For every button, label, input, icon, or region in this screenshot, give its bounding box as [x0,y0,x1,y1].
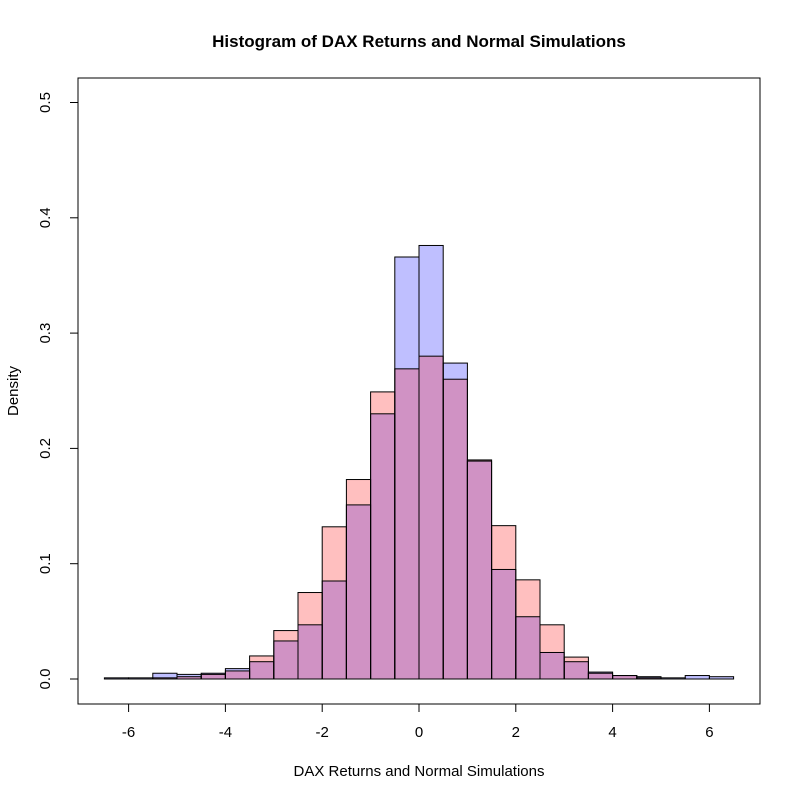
bar-overlap [322,580,347,679]
bar-overlap [177,676,202,679]
bar-overlap [443,379,468,679]
bar-series1 [685,675,710,679]
bar-outline-series2 [539,624,565,680]
bar-outline-series2 [563,656,589,680]
bar-overlap [588,673,613,679]
y-tick-label: 0.2 [37,438,54,459]
bar-overlap [201,674,226,679]
y-tick-label: 0.1 [37,553,54,574]
x-tick-label: -4 [219,724,232,741]
bar-overlap [152,677,177,679]
bar-series1 [709,676,734,679]
bar-overlap [467,461,492,679]
y-axis: 0.0 0.1 0.2 0.3 0.4 0.5 [37,92,79,690]
x-tick-label: 0 [415,724,423,741]
y-tick-label: 0.4 [37,207,54,228]
x-axis: -6 -4 -2 0 2 4 6 [122,703,714,741]
bar-series1 [128,677,153,679]
bar-overlap [298,624,323,679]
x-axis-label: DAX Returns and Normal Simulations [294,763,545,780]
bar-overlap [225,670,250,679]
bar-series1 [152,673,177,679]
bar-overlap [540,652,565,679]
bar-overlap [394,368,419,679]
bar-overlap [249,661,274,679]
bar-overlap [273,640,298,679]
y-tick-label: 0.5 [37,92,54,113]
x-tick-label: -2 [316,724,329,741]
y-tick-label: 0.3 [37,323,54,344]
x-tick-label: 2 [512,724,520,741]
bar-series1 [661,677,686,679]
x-tick-label: 6 [705,724,713,741]
y-tick-label: 0.0 [37,669,54,690]
bar-series1 [104,677,129,679]
y-axis-label: Density [5,365,22,416]
bar-overlap [419,356,444,679]
bar-outline-series2 [612,675,638,680]
bar-overlap [612,675,637,679]
bars-layer [103,244,735,680]
x-tick-label: -6 [122,724,135,741]
bar-overlap [515,616,540,679]
x-tick-label: 4 [608,724,616,741]
bar-overlap [636,677,661,679]
bar-outline-series1 [708,676,735,680]
bar-overlap [491,569,516,679]
bar-overlap [370,413,395,679]
bar-overlap [564,661,589,679]
bar-overlap [346,504,371,679]
chart-title: Histogram of DAX Returns and Normal Simu… [212,32,626,51]
bar-outline-series2 [636,677,662,680]
